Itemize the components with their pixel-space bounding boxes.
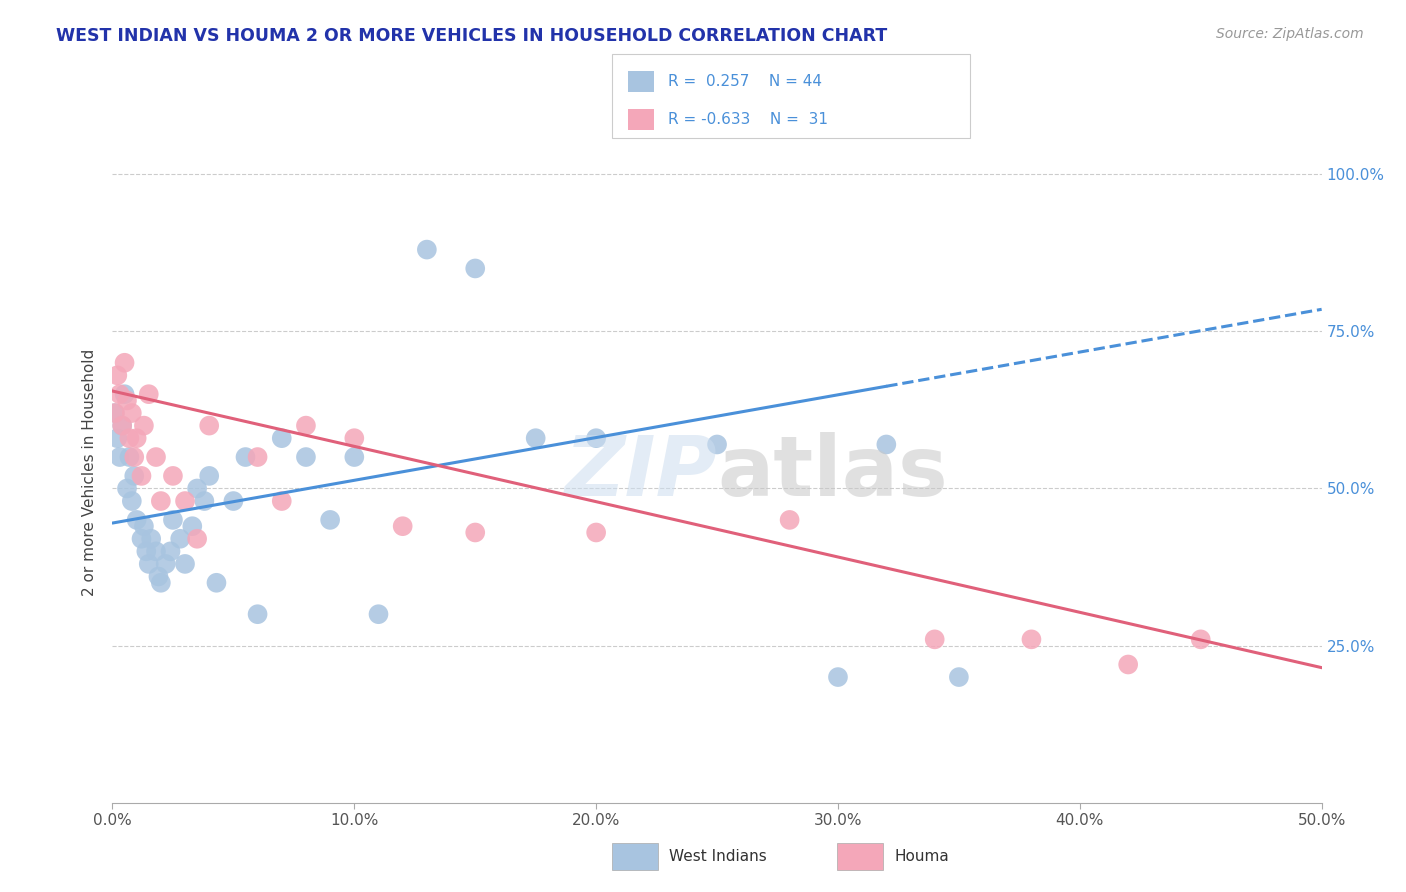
Y-axis label: 2 or more Vehicles in Household: 2 or more Vehicles in Household	[82, 349, 97, 597]
Point	[706, 437, 728, 451]
Point	[105, 431, 128, 445]
Point	[174, 494, 197, 508]
Point	[118, 450, 141, 464]
Point	[131, 532, 153, 546]
Point	[159, 544, 181, 558]
Point	[115, 482, 138, 496]
Point	[149, 494, 172, 508]
Point	[121, 406, 143, 420]
Point	[186, 532, 208, 546]
Point	[875, 437, 897, 451]
Point	[125, 513, 148, 527]
Point	[149, 575, 172, 590]
Point	[169, 532, 191, 546]
Point	[235, 450, 257, 464]
Point	[924, 632, 946, 647]
Point	[391, 519, 413, 533]
Point	[193, 494, 215, 508]
Point	[145, 544, 167, 558]
Text: atlas: atlas	[717, 433, 948, 513]
Point	[162, 513, 184, 527]
Point	[125, 431, 148, 445]
Point	[121, 494, 143, 508]
Point	[270, 431, 292, 445]
Point	[162, 469, 184, 483]
Point	[948, 670, 970, 684]
Point	[198, 418, 221, 433]
Point	[464, 261, 486, 276]
Point	[246, 607, 269, 622]
Point	[122, 450, 145, 464]
Point	[104, 406, 127, 420]
Point	[343, 450, 366, 464]
Point	[118, 431, 141, 445]
Point	[108, 387, 131, 401]
Text: R =  0.257    N = 44: R = 0.257 N = 44	[668, 74, 823, 88]
Point	[148, 569, 170, 583]
Point	[295, 418, 318, 433]
Point	[1021, 632, 1043, 647]
Point	[295, 450, 318, 464]
Point	[585, 431, 607, 445]
Text: West Indians: West Indians	[669, 849, 768, 863]
Point	[343, 431, 366, 445]
Point	[246, 450, 269, 464]
Point	[416, 243, 439, 257]
Point	[270, 494, 292, 508]
Point	[367, 607, 389, 622]
Point	[115, 393, 138, 408]
Point	[524, 431, 547, 445]
Point	[114, 387, 136, 401]
Point	[131, 469, 153, 483]
Point	[135, 544, 157, 558]
Point	[138, 387, 160, 401]
Point	[319, 513, 342, 527]
Point	[132, 418, 155, 433]
Point	[198, 469, 221, 483]
Point	[222, 494, 245, 508]
Point	[145, 450, 167, 464]
Point	[114, 356, 136, 370]
Point	[1189, 632, 1212, 647]
Point	[1116, 657, 1139, 672]
Text: Houma: Houma	[894, 849, 949, 863]
Point	[186, 482, 208, 496]
Point	[181, 519, 204, 533]
Point	[122, 469, 145, 483]
Point	[111, 418, 134, 433]
Point	[138, 557, 160, 571]
Point	[585, 525, 607, 540]
Point	[111, 418, 134, 433]
Text: WEST INDIAN VS HOUMA 2 OR MORE VEHICLES IN HOUSEHOLD CORRELATION CHART: WEST INDIAN VS HOUMA 2 OR MORE VEHICLES …	[56, 27, 887, 45]
Point	[141, 532, 163, 546]
Point	[464, 525, 486, 540]
Point	[779, 513, 801, 527]
Point	[174, 557, 197, 571]
Text: R = -0.633    N =  31: R = -0.633 N = 31	[668, 112, 828, 127]
Text: ZIP: ZIP	[564, 433, 717, 513]
Point	[827, 670, 849, 684]
Point	[108, 450, 131, 464]
Point	[132, 519, 155, 533]
Point	[105, 368, 128, 383]
Text: Source: ZipAtlas.com: Source: ZipAtlas.com	[1216, 27, 1364, 41]
Point	[155, 557, 177, 571]
Point	[205, 575, 228, 590]
Point	[104, 406, 127, 420]
